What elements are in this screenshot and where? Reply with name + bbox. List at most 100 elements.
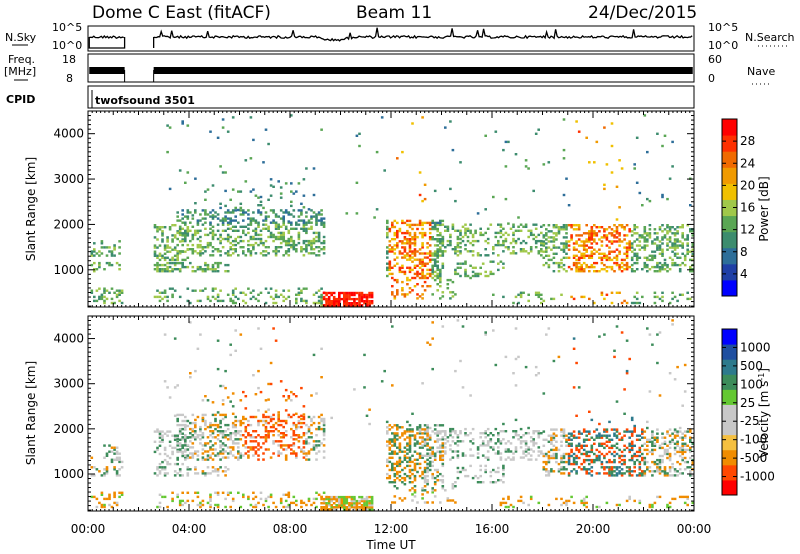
- echo-cell: [327, 495, 331, 499]
- echo-cell: [668, 428, 672, 431]
- echo-cell: [540, 248, 543, 251]
- echo-cell: [527, 299, 530, 303]
- echo-cell: [242, 219, 245, 222]
- nsearch-tick-top: 10^5: [708, 21, 738, 34]
- echo-cell: [656, 428, 659, 431]
- echo-cell: [393, 462, 397, 466]
- echo-cell: [391, 450, 394, 453]
- echo-cell: [588, 238, 591, 241]
- echo-cell: [398, 266, 402, 269]
- echo-cell: [186, 217, 190, 220]
- echo-cell: [403, 479, 407, 482]
- echo-cell: [577, 268, 581, 271]
- echo-cell: [431, 464, 434, 468]
- echo-cell: [673, 244, 677, 247]
- echo-cell: [686, 248, 689, 251]
- echo-cell: [588, 468, 591, 471]
- echo-cell: [257, 211, 260, 214]
- echo-cell: [204, 246, 207, 249]
- echo-cell: [454, 485, 457, 488]
- echo-cell: [300, 425, 303, 429]
- echo-cell: [239, 434, 243, 437]
- echo-cell: [221, 432, 225, 435]
- echo-cell: [570, 442, 573, 445]
- echo-cell: [403, 497, 407, 500]
- echo-cell: [456, 237, 460, 241]
- echo-cell: [403, 248, 407, 251]
- echo-cell: [279, 209, 283, 212]
- echo-cell: [663, 470, 667, 473]
- echo-cell: [191, 456, 195, 459]
- echo-cell: [176, 211, 179, 214]
- echo-cell: [497, 470, 500, 474]
- echo-cell: [199, 250, 202, 253]
- echo-cell: [545, 242, 548, 245]
- echo-cell: [191, 252, 195, 255]
- echo-cell: [277, 454, 280, 457]
- echo-cell: [681, 446, 684, 450]
- echo-cell: [279, 196, 283, 199]
- echo-cell: [575, 254, 578, 257]
- echo-cell: [502, 233, 505, 237]
- echo-cell: [689, 228, 692, 231]
- echo-cell: [209, 221, 212, 224]
- echo-cell: [335, 504, 338, 507]
- echo-cell: [426, 466, 429, 470]
- echo-cell: [231, 442, 235, 445]
- echo-cell: [683, 434, 687, 437]
- echo-cell: [224, 423, 227, 427]
- echo-cell: [375, 208, 379, 211]
- echo-cell: [100, 246, 104, 249]
- echo-cell: [421, 221, 424, 225]
- y-tick-label: 3000: [53, 172, 84, 186]
- echo-cell: [456, 254, 460, 257]
- echo-cell: [618, 438, 621, 441]
- echo-cell: [418, 474, 422, 478]
- echo-cell: [565, 236, 568, 239]
- echo-cell: [396, 432, 399, 435]
- echo-cell: [547, 434, 551, 437]
- echo-cell: [449, 444, 452, 447]
- echo-cell: [534, 132, 538, 135]
- echo-cell: [403, 483, 407, 486]
- echo-cell: [290, 213, 293, 216]
- echo-cell: [287, 248, 291, 251]
- echo-cell: [252, 448, 255, 451]
- echo-cell: [431, 452, 434, 455]
- echo-cell: [176, 456, 179, 460]
- echo-cell: [590, 238, 594, 241]
- echo-cell: [580, 234, 583, 237]
- echo-cell: [413, 258, 417, 261]
- echo-cell: [320, 302, 323, 305]
- echo-cell: [171, 434, 174, 437]
- echo-cell: [206, 295, 210, 299]
- echo-cell: [454, 199, 457, 203]
- echo-cell: [322, 223, 326, 226]
- echo-cell: [439, 234, 442, 237]
- echo-cell: [244, 440, 248, 443]
- echo-cell: [403, 242, 407, 245]
- echo-cell: [436, 430, 439, 433]
- echo-cell: [219, 250, 222, 253]
- echo-cell: [585, 434, 588, 437]
- echo-cell: [272, 452, 275, 455]
- echo-cell: [661, 193, 664, 197]
- echo-cell: [355, 181, 359, 184]
- echo-cell: [522, 452, 525, 455]
- colorbar-segment: [722, 167, 737, 184]
- echo-cell: [588, 462, 591, 466]
- echo-cell: [567, 460, 571, 464]
- echo-cell: [408, 458, 412, 461]
- echo-cell: [638, 256, 642, 259]
- echo-cell: [365, 302, 369, 305]
- echo-cell: [388, 229, 392, 233]
- echo-cell: [388, 474, 392, 478]
- echo-cell: [512, 505, 515, 509]
- echo-cell: [620, 438, 624, 441]
- echo-cell: [562, 224, 566, 227]
- echo-cell: [562, 250, 566, 253]
- echo-cell: [393, 440, 397, 443]
- echo-cell: [322, 506, 326, 509]
- echo-cell: [635, 258, 639, 262]
- echo-cell: [239, 209, 243, 212]
